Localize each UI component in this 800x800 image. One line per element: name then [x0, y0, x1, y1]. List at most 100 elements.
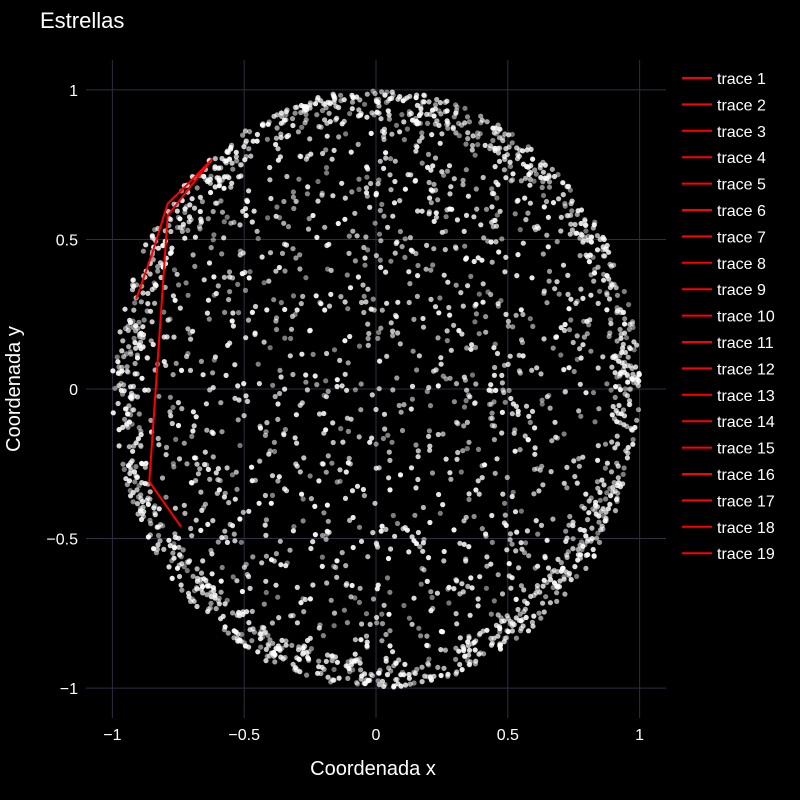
legend-item-trace-5[interactable]: trace 5	[682, 177, 766, 194]
star-point	[219, 209, 226, 215]
legend-item-trace-8[interactable]: trace 8	[682, 256, 766, 273]
legend-item-trace-10[interactable]: trace 10	[682, 309, 775, 326]
star-point	[331, 610, 338, 616]
star-point	[273, 318, 279, 324]
star-point	[130, 490, 136, 496]
star-point	[494, 195, 500, 201]
legend-item-trace-1[interactable]: trace 1	[682, 71, 766, 88]
legend-item-trace-17[interactable]: trace 17	[682, 493, 775, 510]
legend-item-trace-14[interactable]: trace 14	[682, 414, 775, 431]
legend-item-trace-12[interactable]: trace 12	[682, 361, 775, 378]
star-point	[600, 247, 606, 253]
star-point	[176, 456, 183, 462]
star-point	[350, 667, 356, 673]
star-point	[249, 464, 255, 470]
star-point	[555, 556, 561, 563]
star-point	[227, 521, 233, 528]
star-point	[252, 477, 258, 483]
star-point	[565, 272, 571, 278]
star-point	[232, 496, 238, 502]
star-point	[306, 216, 312, 222]
star-point	[232, 395, 238, 401]
star-point	[282, 486, 288, 492]
star-point	[301, 455, 307, 461]
star-point	[278, 120, 284, 126]
legend-item-trace-13[interactable]: trace 13	[682, 388, 775, 405]
legend-item-trace-3[interactable]: trace 3	[682, 124, 766, 141]
star-point	[435, 431, 441, 438]
star-point	[325, 388, 331, 394]
star-point	[236, 310, 242, 316]
legend-item-trace-4[interactable]: trace 4	[682, 150, 766, 167]
star-point	[564, 464, 570, 470]
star-point	[312, 503, 318, 509]
star-point	[581, 238, 587, 244]
legend-item-trace-11[interactable]: trace 11	[682, 335, 774, 352]
star-point	[179, 228, 185, 234]
star-point	[549, 438, 555, 444]
legend-item-trace-16[interactable]: trace 16	[682, 467, 775, 484]
star-point	[459, 581, 465, 587]
star-point	[507, 621, 513, 627]
star-point	[423, 266, 429, 272]
legend[interactable]: trace 1 trace 2 trace 3 trace 4 trace 5 trace…	[682, 71, 775, 563]
star-point	[246, 573, 252, 580]
star-point	[600, 354, 606, 360]
star-point	[574, 573, 580, 580]
star-point	[190, 409, 196, 415]
star-point	[275, 146, 281, 152]
legend-item-trace-18[interactable]: trace 18	[682, 520, 775, 537]
legend-label: trace 1	[717, 71, 766, 88]
star-point	[272, 448, 278, 455]
star-point	[142, 464, 148, 470]
star-point	[324, 580, 330, 586]
star-point	[614, 460, 620, 466]
star-point	[194, 185, 200, 191]
star-point	[177, 305, 183, 311]
star-point	[505, 616, 511, 622]
star-point	[290, 661, 296, 667]
star-point	[594, 535, 600, 541]
star-point	[550, 516, 556, 522]
star-point	[395, 299, 401, 305]
star-point	[358, 111, 364, 117]
star-point	[504, 547, 510, 553]
legend-item-trace-9[interactable]: trace 9	[682, 282, 766, 299]
star-point	[292, 110, 298, 116]
legend-item-trace-2[interactable]: trace 2	[682, 97, 766, 114]
star-point	[334, 377, 340, 383]
star-point	[489, 186, 495, 192]
star-point	[582, 222, 589, 229]
star-point	[419, 679, 425, 685]
star-point	[348, 149, 354, 155]
star-point	[349, 106, 355, 112]
star-point	[131, 283, 137, 289]
legend-item-trace-19[interactable]: trace 19	[682, 546, 775, 563]
legend-item-trace-7[interactable]: trace 7	[682, 229, 766, 246]
star-point	[228, 146, 234, 152]
star-point	[281, 432, 287, 438]
star-point	[300, 647, 306, 653]
star-point	[264, 420, 270, 426]
star-point	[331, 666, 337, 673]
star-point	[282, 306, 288, 313]
star-point	[333, 564, 339, 571]
star-point	[359, 621, 365, 627]
star-point	[249, 608, 255, 615]
star-point	[595, 300, 601, 306]
star-point	[347, 111, 353, 117]
star-point	[521, 609, 527, 615]
star-point	[416, 112, 422, 119]
star-point	[503, 254, 509, 260]
star-point	[600, 244, 606, 250]
star-point	[323, 394, 329, 400]
star-point	[580, 454, 586, 460]
star-point	[419, 208, 425, 214]
legend-item-trace-6[interactable]: trace 6	[682, 203, 766, 220]
star-point	[364, 174, 370, 180]
star-point	[234, 578, 240, 584]
legend-item-trace-15[interactable]: trace 15	[682, 441, 775, 458]
star-point	[617, 307, 624, 313]
star-point	[324, 170, 330, 176]
star-point	[304, 650, 310, 656]
